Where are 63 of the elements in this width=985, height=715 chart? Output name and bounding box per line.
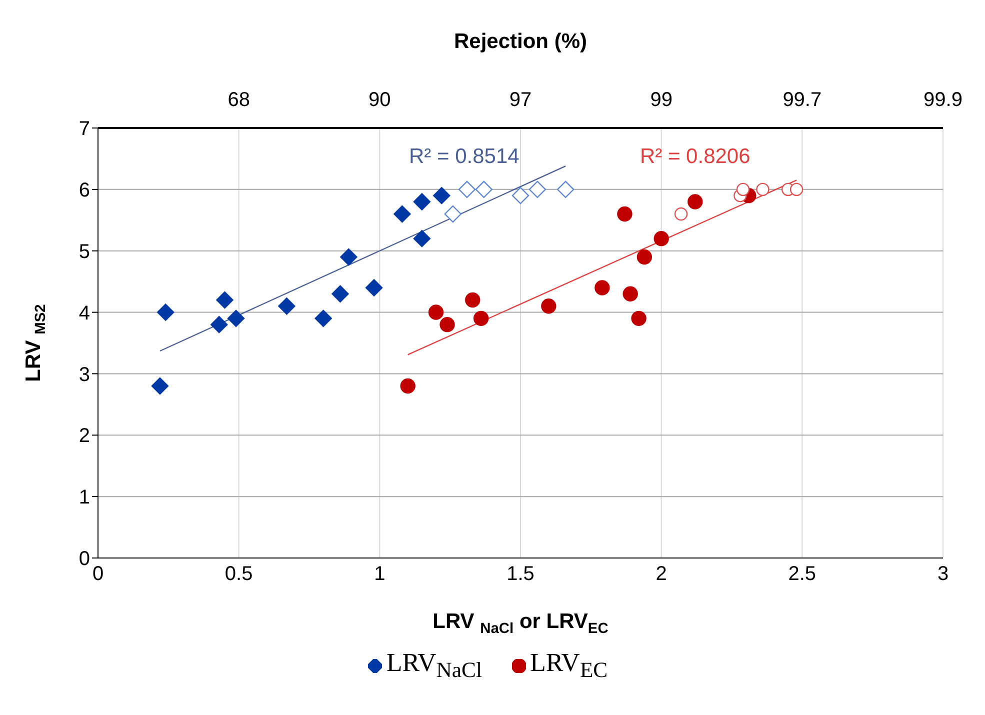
y-tick-label: 0 [78,548,90,570]
point [512,186,530,204]
point [227,310,245,328]
point [151,377,169,395]
text: 68 [228,89,250,111]
point [278,298,296,315]
y-tick-label: 6 [78,180,90,202]
point [617,206,632,222]
x-axis-title: LRV $_{NaCl}$ or LRV$_{EC}$ [432,610,609,636]
legend-label: LRV$_{NaCl}$ [386,648,482,684]
annotation: R² = 0.8514 [409,144,520,168]
point [473,310,489,326]
y-tick-label: 5 [78,240,90,263]
x-tick-label: 0.5 [224,563,253,586]
point [654,230,669,246]
point [332,285,349,302]
point [210,316,228,334]
x-tick-label: 1 [374,563,386,586]
point [216,291,234,309]
point [433,186,450,204]
y-tick-label: 7 [78,118,90,140]
point [631,310,646,326]
y-tick-label: 3 [78,364,90,386]
point [314,310,332,328]
point [688,194,703,210]
x2-axis-title: Rejection (%) [454,30,588,53]
point [622,286,638,302]
point [736,182,750,196]
text: 99.9 [924,89,962,111]
point [444,205,462,223]
x-tick-label: 2 [656,563,667,586]
y-tick-label: 1 [78,486,90,509]
text: 99 [650,89,672,111]
x-tick-label: 1.5 [506,563,534,586]
point [541,298,556,314]
point [674,207,688,221]
point [594,280,610,296]
point [413,230,431,248]
x-tick-label: 2.5 [788,563,816,586]
point [340,248,358,266]
point [365,279,383,296]
point [465,292,480,308]
point [413,193,431,210]
annotation: R² = 0.8206 [640,144,750,168]
point [428,304,444,320]
x-tick-label: 3 [937,563,949,586]
text: 99.7 [782,89,822,111]
point [475,180,492,198]
legend-label: LRV$_{EC}$ [530,648,608,684]
text: 97 [509,89,532,111]
point [636,249,652,265]
text: 90 [368,89,391,111]
point [556,180,574,198]
point [157,304,174,321]
point [458,180,476,198]
y-tick-label: 2 [78,425,90,448]
point [756,182,770,196]
point [400,378,416,394]
point [790,182,804,196]
y-tick-label: 4 [78,302,90,324]
point [394,205,411,223]
point [528,180,546,198]
point [440,316,455,332]
